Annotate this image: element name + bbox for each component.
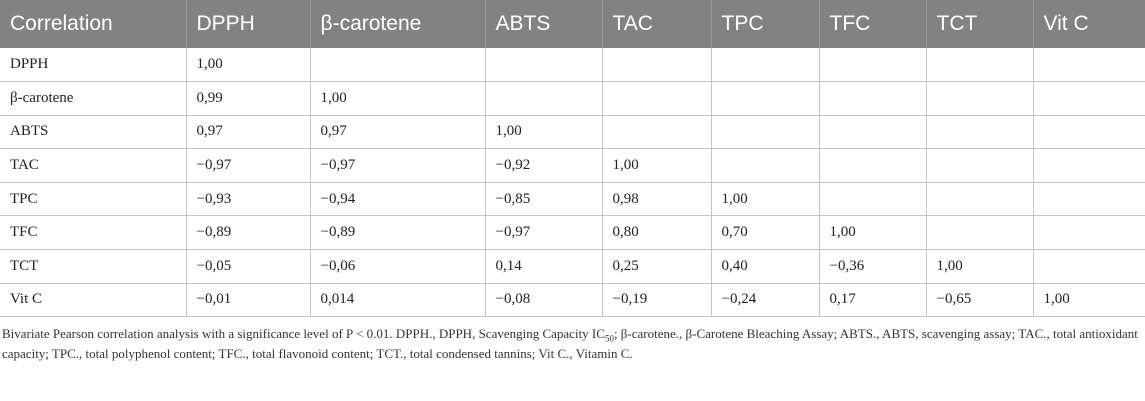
correlation-value-cell [818, 148, 926, 183]
correlation-value-cell: 1,00 [1032, 283, 1145, 318]
correlation-value-cell: −0,24 [710, 283, 819, 318]
correlation-value-cell: 1,00 [309, 81, 485, 116]
correlation-value-cell [818, 182, 926, 217]
correlation-value-cell [925, 182, 1033, 217]
correlation-value-cell [710, 81, 819, 116]
header-cell-beta-carotene: β-carotene [309, 0, 485, 48]
correlation-value-cell [601, 115, 711, 150]
correlation-value-cell: 1,00 [484, 115, 602, 150]
correlation-value-cell: 0,014 [309, 283, 485, 318]
correlation-value-cell: 0,97 [185, 115, 310, 150]
correlation-value-cell [925, 81, 1033, 116]
correlation-value-cell [925, 115, 1033, 150]
correlation-value-cell [710, 148, 819, 183]
table-row: DPPH 1,00 [0, 48, 1145, 83]
table-row: TPC −0,93 −0,94 −0,85 0,98 1,00 [0, 182, 1145, 217]
correlation-value-cell: −0,92 [484, 148, 602, 183]
correlation-value-cell [1032, 115, 1145, 150]
correlation-value-cell: 1,00 [710, 182, 819, 217]
correlation-value-cell: 0,70 [710, 215, 819, 251]
correlation-value-cell: 0,14 [484, 249, 602, 284]
row-label-cell: DPPH [0, 48, 186, 83]
header-cell-vit-c: Vit C [1032, 0, 1145, 48]
correlation-value-cell [1032, 249, 1145, 284]
table-row: TAC −0,97 −0,97 −0,92 1,00 [0, 148, 1145, 183]
correlation-value-cell [1032, 48, 1145, 83]
table-row: ABTS 0,97 0,97 1,00 [0, 115, 1145, 150]
correlation-value-cell: 0,17 [818, 283, 926, 318]
correlation-value-cell [710, 115, 819, 150]
correlation-value-cell: −0,08 [484, 283, 602, 318]
correlation-value-cell [818, 115, 926, 150]
correlation-value-cell [1032, 182, 1145, 217]
correlation-value-cell [710, 48, 819, 83]
row-label-cell: β-carotene [0, 81, 186, 116]
correlation-value-cell: −0,06 [309, 249, 485, 284]
table-row: β-carotene 0,99 1,00 [0, 81, 1145, 116]
correlation-value-cell: −0,85 [484, 182, 602, 217]
header-cell-dpph: DPPH [185, 0, 310, 48]
footnote-subscript: 50 [604, 333, 614, 344]
table-row: Vit C −0,01 0,014 −0,08 −0,19 −0,24 0,17 −0,65 1… [0, 283, 1145, 318]
table-row: TFC −0,89 −0,89 −0,97 0,80 0,70 1,00 [0, 215, 1145, 251]
correlation-value-cell: −0,94 [309, 182, 485, 217]
correlation-value-cell: −0,97 [484, 215, 602, 251]
footnote-text-continued: ; β-carotene., β-Carotene Bleaching Assa… [2, 326, 1138, 361]
correlation-value-cell: −0,97 [185, 148, 310, 183]
correlation-value-cell: −0,01 [185, 283, 310, 318]
header-row: Correlation DPPH β-carotene ABTS TAC TPC… [0, 0, 1145, 48]
correlation-value-cell: 0,40 [710, 249, 819, 284]
correlation-value-cell: −0,89 [185, 215, 310, 251]
correlation-value-cell [601, 81, 711, 116]
correlation-value-cell: −0,97 [309, 148, 485, 183]
correlation-value-cell [1032, 215, 1145, 251]
row-label-cell: TCT [0, 249, 186, 284]
header-cell-tct: TCT [925, 0, 1033, 48]
correlation-value-cell: 0,97 [309, 115, 485, 150]
correlation-value-cell: 1,00 [185, 48, 310, 83]
row-label-cell: TPC [0, 182, 186, 217]
correlation-value-cell [818, 81, 926, 116]
correlation-table: Correlation DPPH β-carotene ABTS TAC TPC… [0, 0, 1145, 318]
correlation-value-cell [925, 148, 1033, 183]
row-label-cell: ABTS [0, 115, 186, 150]
correlation-value-cell [309, 48, 485, 83]
row-label-cell: TFC [0, 215, 186, 251]
table-row: TCT −0,05 −0,06 0,14 0,25 0,40 −0,36 1,00 [0, 249, 1145, 284]
correlation-value-cell [1032, 148, 1145, 183]
correlation-value-cell: 0,99 [185, 81, 310, 116]
correlation-value-cell: 0,25 [601, 249, 711, 284]
correlation-value-cell [925, 215, 1033, 251]
table-footnote: Bivariate Pearson correlation analysis w… [0, 324, 1142, 364]
row-label-cell: Vit C [0, 283, 186, 318]
header-cell-abts: ABTS [484, 0, 602, 48]
correlation-value-cell: −0,65 [925, 283, 1033, 318]
correlation-value-cell [925, 48, 1033, 83]
header-cell-tac: TAC [601, 0, 711, 48]
correlation-value-cell: 1,00 [818, 215, 926, 251]
correlation-value-cell [1032, 81, 1145, 116]
header-cell-tpc: TPC [710, 0, 819, 48]
correlation-value-cell: −0,19 [601, 283, 711, 318]
table-body: DPPH 1,00 β-carotene 0,99 1,00 ABTS 0,97 0,97 1,… [0, 48, 1145, 318]
correlation-value-cell: 1,00 [601, 148, 711, 183]
correlation-value-cell: 1,00 [925, 249, 1033, 284]
correlation-value-cell [484, 48, 602, 83]
correlation-value-cell: −0,36 [818, 249, 926, 284]
header-cell-correlation: Correlation [10, 12, 113, 35]
table-header: Correlation DPPH β-carotene ABTS TAC TPC… [0, 0, 1145, 48]
correlation-value-cell: 0,80 [601, 215, 711, 251]
correlation-value-cell [601, 48, 711, 83]
header-cell-tfc: TFC [818, 0, 926, 48]
correlation-value-cell: −0,89 [309, 215, 485, 251]
correlation-value-cell: −0,93 [185, 182, 310, 217]
correlation-value-cell [818, 48, 926, 83]
correlation-value-cell: 0,98 [601, 182, 711, 217]
correlation-value-cell [484, 81, 602, 116]
row-label-cell: TAC [0, 148, 186, 183]
correlation-value-cell: −0,05 [185, 249, 310, 284]
footnote-text: Bivariate Pearson correlation analysis w… [2, 326, 605, 341]
